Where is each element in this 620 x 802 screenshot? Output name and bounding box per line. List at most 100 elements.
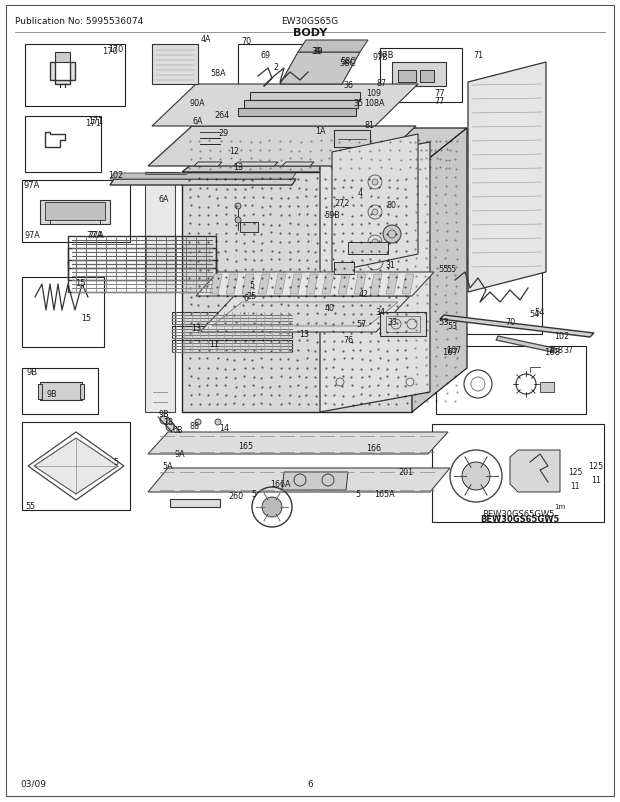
Text: 31: 31: [385, 260, 395, 269]
Polygon shape: [240, 223, 258, 233]
Text: 1m: 1m: [554, 504, 565, 509]
Text: 166A: 166A: [270, 480, 290, 489]
Text: 5: 5: [252, 490, 257, 499]
Polygon shape: [290, 274, 302, 294]
Text: 58C: 58C: [340, 56, 356, 66]
Polygon shape: [282, 472, 348, 490]
Polygon shape: [306, 274, 318, 294]
Bar: [25, 117, 101, 172]
Text: 167: 167: [446, 346, 461, 355]
Polygon shape: [250, 93, 360, 101]
Polygon shape: [40, 200, 110, 225]
Polygon shape: [386, 274, 398, 294]
Text: 39: 39: [312, 47, 323, 55]
Text: 125: 125: [588, 462, 604, 471]
Text: 87: 87: [377, 79, 387, 87]
Text: BEW30GS65GW5: BEW30GS65GW5: [480, 514, 560, 523]
Text: 165: 165: [239, 442, 254, 451]
Text: 6: 6: [307, 779, 313, 788]
Text: 171: 171: [89, 116, 104, 125]
Bar: [380, 49, 462, 103]
Polygon shape: [210, 274, 222, 294]
Text: 58C: 58C: [340, 59, 356, 67]
Polygon shape: [148, 468, 450, 492]
Text: 25: 25: [247, 292, 257, 301]
Polygon shape: [145, 172, 175, 412]
Circle shape: [372, 180, 378, 186]
Text: 109: 109: [366, 88, 381, 97]
Text: 171: 171: [85, 119, 101, 128]
Text: 18: 18: [163, 418, 173, 427]
Text: 4A: 4A: [201, 34, 211, 43]
Text: 9B: 9B: [27, 368, 38, 377]
Polygon shape: [182, 172, 412, 412]
Bar: [432, 424, 604, 522]
Text: 11: 11: [209, 340, 219, 349]
Polygon shape: [280, 53, 360, 85]
Polygon shape: [40, 383, 82, 400]
Circle shape: [235, 204, 241, 210]
Text: 53: 53: [439, 318, 450, 327]
Text: 166: 166: [366, 444, 381, 453]
Text: 34: 34: [375, 308, 385, 317]
Text: 54: 54: [534, 308, 545, 317]
Text: 69: 69: [261, 51, 271, 59]
Polygon shape: [244, 101, 358, 109]
Polygon shape: [194, 163, 222, 167]
Text: 6B: 6B: [173, 426, 184, 435]
Text: 264: 264: [215, 111, 229, 119]
Text: 11: 11: [570, 482, 580, 491]
Circle shape: [195, 419, 201, 426]
Text: 37: 37: [563, 346, 573, 355]
Circle shape: [166, 423, 174, 431]
Text: 102: 102: [108, 170, 123, 180]
Polygon shape: [282, 163, 314, 167]
Text: 4: 4: [358, 188, 363, 197]
Bar: [25, 45, 125, 107]
Polygon shape: [326, 73, 342, 93]
Polygon shape: [322, 48, 340, 73]
Text: 5: 5: [113, 458, 118, 467]
Text: 9A: 9A: [175, 450, 185, 459]
Bar: [22, 369, 98, 415]
Polygon shape: [242, 274, 254, 294]
Text: 5A: 5A: [162, 462, 174, 471]
Text: 76: 76: [343, 336, 353, 345]
Polygon shape: [334, 131, 370, 148]
Polygon shape: [34, 439, 118, 494]
Polygon shape: [402, 274, 414, 294]
Circle shape: [160, 416, 168, 424]
Text: 39: 39: [311, 47, 321, 55]
Bar: [420, 71, 434, 83]
Text: 13: 13: [299, 330, 309, 339]
Text: Publication No: 5995536074: Publication No: 5995536074: [15, 17, 143, 26]
Polygon shape: [200, 297, 410, 333]
Circle shape: [372, 240, 378, 245]
Text: 5: 5: [249, 280, 255, 290]
Text: 5: 5: [355, 490, 361, 499]
Polygon shape: [274, 274, 286, 294]
Text: 5: 5: [25, 502, 30, 511]
Text: 77: 77: [435, 96, 445, 105]
Text: 108A: 108A: [364, 99, 384, 107]
Text: 11: 11: [591, 476, 601, 485]
Text: 9B: 9B: [46, 390, 57, 399]
Polygon shape: [226, 274, 238, 294]
Text: 90A: 90A: [189, 99, 205, 107]
Polygon shape: [80, 384, 84, 399]
Text: 6A: 6A: [159, 194, 169, 203]
Text: BODY: BODY: [293, 28, 327, 38]
Text: 102: 102: [554, 332, 570, 341]
Polygon shape: [468, 63, 546, 293]
Text: 80: 80: [387, 200, 397, 209]
Text: 97B: 97B: [378, 51, 394, 59]
Text: eReplacementParts.com: eReplacementParts.com: [242, 268, 378, 277]
Text: 168: 168: [549, 346, 564, 355]
Bar: [22, 423, 130, 510]
Polygon shape: [170, 500, 220, 508]
Bar: [238, 45, 326, 107]
Polygon shape: [152, 45, 198, 85]
Polygon shape: [148, 127, 416, 167]
Polygon shape: [45, 203, 105, 221]
Polygon shape: [238, 109, 356, 117]
